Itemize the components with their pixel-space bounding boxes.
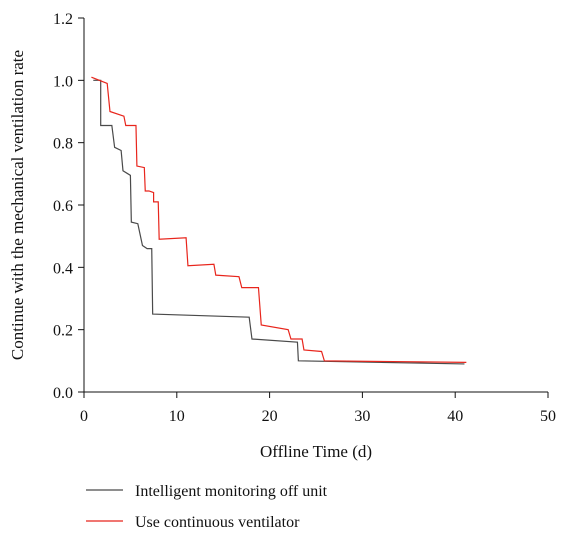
legend: Intelligent monitoring off unit Use cont…	[86, 483, 328, 531]
x-axis-title: Offline Time (d)	[260, 442, 372, 461]
series-line	[91, 76, 467, 363]
y-tick-label: 1.0	[53, 73, 73, 90]
legend-item: Use continuous ventilator	[86, 514, 300, 531]
y-tick-label: 0.0	[53, 385, 73, 402]
x-tick-label: 10	[169, 408, 185, 425]
y-tick-label: 0.4	[53, 260, 73, 277]
x-ticks: 0 10 20 30 40 50	[80, 392, 556, 425]
x-tick-label: 30	[354, 408, 370, 425]
legend-label: Use continuous ventilator	[135, 514, 300, 531]
x-tick-label: 50	[540, 408, 556, 425]
y-tick-label: 0.2	[53, 323, 73, 340]
x-tick-label: 0	[80, 408, 88, 425]
legend-label: Intelligent monitoring off unit	[135, 483, 328, 500]
x-tick-label: 40	[447, 408, 463, 425]
y-axis-title: Continue with the mechanical ventilation…	[8, 50, 27, 360]
y-ticks: 0.0 0.2 0.4 0.6 0.8 1.0 1.2	[53, 11, 84, 402]
axes: 0 10 20 30 40 50 0.0 0.2 0.4 0.6 0.8 1.0 1.2	[53, 11, 556, 425]
series-line	[93, 79, 465, 365]
y-tick-label: 1.2	[53, 11, 73, 28]
y-tick-label: 0.8	[53, 136, 73, 153]
series-layer	[91, 76, 467, 365]
x-tick-label: 20	[262, 408, 278, 425]
y-tick-label: 0.6	[53, 198, 73, 215]
legend-item: Intelligent monitoring off unit	[86, 483, 328, 500]
